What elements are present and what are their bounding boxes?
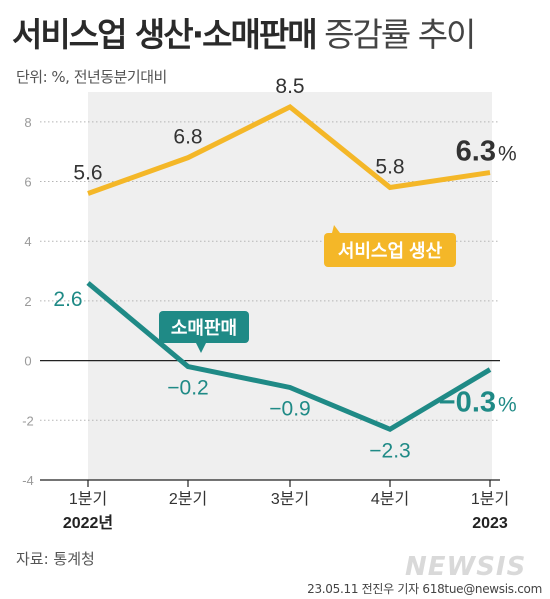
y-axis-ticks: -4 -2 0 2 4 6 8 (22, 115, 34, 488)
data-label: 6.3 (456, 136, 496, 168)
legend-label-service: 서비스업 생산 (338, 241, 443, 261)
series-group: 5.6 6.8 8.5 5.8 6.3 % 2.6 −0.2 −0.9 −2.3 −0.3% (53, 75, 516, 462)
x-year-label: 2022년 (63, 513, 113, 532)
data-label: 8.5 (275, 75, 304, 98)
chart-title: 서비스업 생산·소매판매 증감률 추이 (12, 8, 476, 56)
data-label: 2.6 (53, 288, 82, 311)
title-main: 서비스업 생산·소매판매 (12, 15, 318, 54)
legend-label-retail: 소매판매 (171, 318, 237, 338)
y-tick-label: 0 (24, 354, 31, 369)
x-tick-label: 1분기 (69, 490, 107, 508)
title-sub: 증감률 추이 (324, 15, 476, 54)
x-tick-label: 2분기 (169, 490, 207, 508)
x-axis: 1분기 2022년 2분기 3분기 4분기 1분기 2023 (40, 479, 509, 532)
y-tick-label: -4 (22, 473, 34, 488)
newsis-watermark: NEWSIS (405, 552, 527, 582)
y-tick-label: 2 (24, 294, 31, 309)
credit-label: 23.05.11 전진우 기자 618tue@newsis.com (307, 582, 542, 596)
y-tick-label: 8 (24, 115, 31, 130)
legend-box-retail (159, 311, 249, 343)
y-tick-label: 6 (24, 175, 31, 190)
source-label: 자료: 통계청 (16, 550, 95, 568)
legend-pointer-retail (196, 343, 206, 353)
series-line (87, 103, 491, 196)
data-label: 5.6 (73, 161, 102, 184)
data-label: −2.3 (369, 439, 410, 462)
data-label: −0.3 (439, 387, 496, 419)
legend-pointer-service (332, 225, 340, 233)
x-tick-label: 4분기 (371, 490, 409, 508)
series-line (86, 281, 492, 433)
data-label: 6.8 (173, 126, 202, 149)
x-tick-label: 1분기 (471, 490, 509, 508)
data-label-unit: % (498, 143, 517, 166)
x-year-label: 2023 (472, 515, 508, 532)
data-label: −0.9 (269, 397, 310, 420)
plot-background (88, 92, 492, 480)
data-label-unit: % (498, 394, 517, 417)
data-label: 5.8 (375, 156, 404, 179)
legend-box-service (324, 233, 456, 267)
x-tick-label: 3분기 (271, 490, 309, 508)
unit-label: 단위: %, 전년동분기대비 (16, 68, 167, 86)
y-tick-label: 4 (24, 234, 31, 249)
y-tick-label: -2 (22, 413, 34, 428)
data-label: −0.2 (167, 377, 208, 400)
